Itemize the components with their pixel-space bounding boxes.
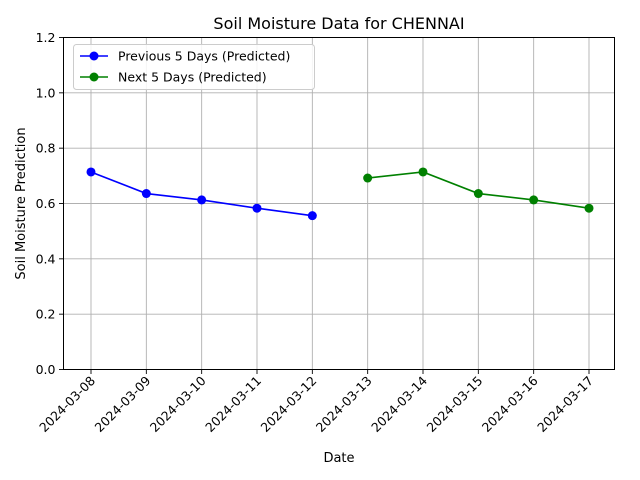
legend-item: Next 5 Days (Predicted): [80, 70, 267, 85]
legend-marker: [89, 72, 99, 82]
legend-label: Next 5 Days (Predicted): [118, 70, 267, 85]
data-point: [307, 211, 317, 221]
y-tick-label: 0.8: [36, 141, 56, 156]
data-point: [584, 203, 594, 213]
series-1: [86, 167, 317, 221]
x-tick-label: 2024-03-09: [91, 373, 153, 435]
x-axis-ticks: 2024-03-082024-03-092024-03-102024-03-11…: [36, 369, 596, 435]
data-point: [197, 195, 207, 205]
x-tick-label: 2024-03-13: [313, 373, 375, 435]
data-point: [363, 173, 373, 183]
y-tick-label: 0.6: [36, 196, 56, 211]
legend: Previous 5 Days (Predicted) Next 5 Days (…: [73, 44, 315, 90]
x-tick-label: 2024-03-11: [202, 373, 264, 435]
y-tick-label: 1.2: [36, 30, 56, 45]
legend-marker: [89, 51, 99, 61]
y-tick-label: 1.0: [36, 85, 56, 100]
x-axis-label: Date: [323, 451, 354, 466]
x-tick-label: 2024-03-14: [368, 373, 430, 435]
x-tick-label: 2024-03-08: [36, 373, 98, 435]
x-tick-label: 2024-03-16: [479, 373, 541, 435]
series-2: [363, 167, 594, 213]
x-tick-label: 2024-03-12: [257, 373, 319, 435]
legend-item: Previous 5 Days (Predicted): [80, 49, 290, 64]
x-tick-label: 2024-03-17: [534, 373, 596, 435]
data-point: [473, 189, 483, 199]
data-point: [418, 167, 428, 177]
legend-box: [73, 44, 315, 90]
y-tick-label: 0.0: [36, 362, 56, 377]
data-point: [86, 167, 96, 177]
y-tick-label: 0.4: [36, 251, 56, 266]
chart-title: Soil Moisture Data for CHENNAI: [213, 14, 464, 33]
x-tick-label: 2024-03-15: [423, 373, 485, 435]
data-point: [529, 195, 539, 205]
series-layer: [86, 167, 594, 221]
y-tick-label: 0.2: [36, 307, 56, 322]
data-point: [252, 203, 262, 213]
legend-label: Previous 5 Days (Predicted): [118, 49, 290, 64]
data-point: [141, 189, 151, 199]
y-axis-ticks: 0.0 0.2 0.4 0.6 0.8 1.0 1.2: [36, 30, 64, 377]
x-tick-label: 2024-03-10: [147, 373, 209, 435]
y-axis-label: Soil Moisture Prediction: [14, 127, 29, 279]
